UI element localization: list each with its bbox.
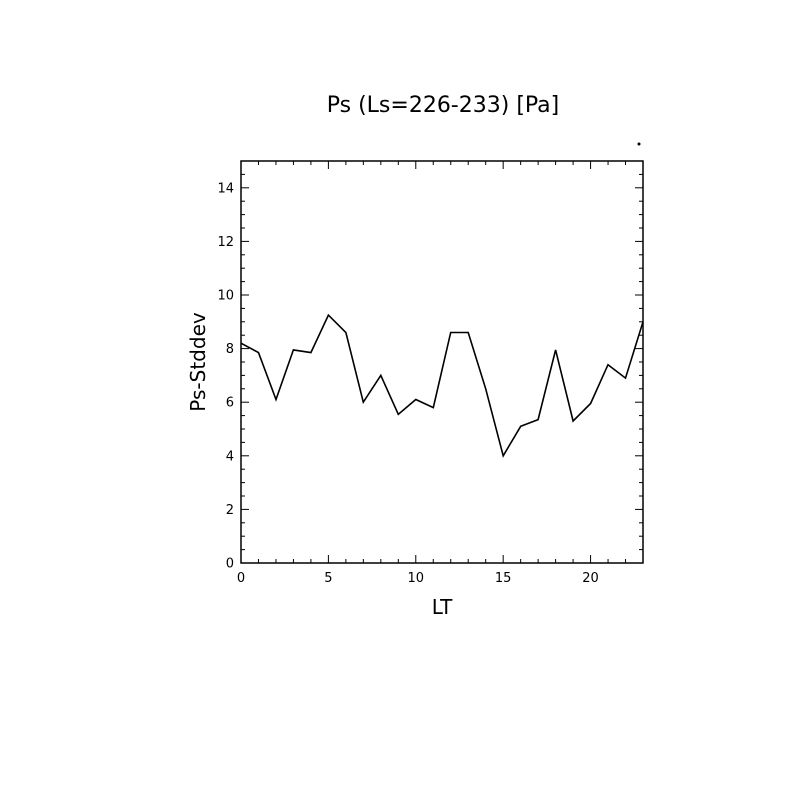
x-tick-label: 10 [408, 571, 425, 586]
x-tick-label: 15 [495, 571, 512, 586]
y-axis-label: Ps-Stddev [186, 312, 210, 412]
x-axis: 0 5 10 15 20 [237, 161, 644, 586]
y-tick-label: 12 [217, 235, 234, 250]
y-tick-label: 8 [226, 342, 234, 357]
y-tick-label: 0 [226, 557, 234, 572]
chart-title: Ps (Ls=226-233) [Pa] [327, 93, 560, 118]
y-axis: 0 2 4 6 8 10 12 14 [217, 160, 643, 572]
y-tick-label: 2 [226, 503, 234, 518]
x-tick-label: 20 [582, 571, 599, 586]
y-tick-label: 14 [217, 181, 234, 196]
x-tick-label: 0 [237, 571, 245, 586]
plot-frame [240, 160, 644, 564]
y-tick-label: 10 [217, 289, 234, 304]
y-tick-label: 4 [226, 449, 234, 464]
series-line [240, 313, 644, 458]
x-tick-label: 5 [324, 571, 332, 586]
corner-marker [637, 142, 641, 146]
x-axis-label: LT [432, 595, 453, 619]
y-tick-label: 6 [226, 396, 234, 411]
